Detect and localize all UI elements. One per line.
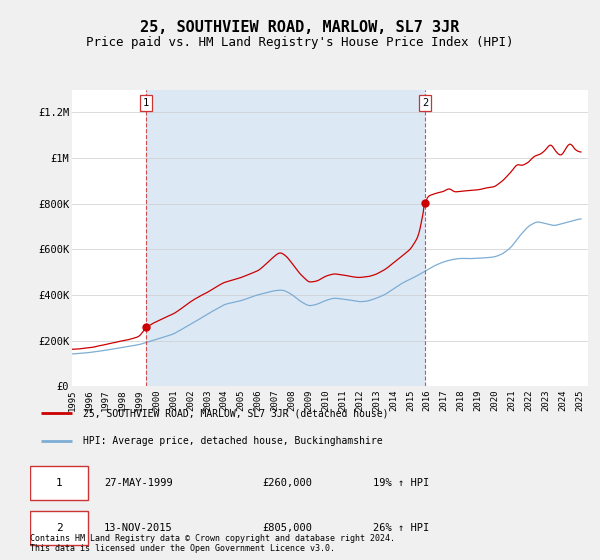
Text: HPI: Average price, detached house, Buckinghamshire: HPI: Average price, detached house, Buck… xyxy=(83,436,382,446)
Text: 2: 2 xyxy=(422,98,428,108)
Text: Contains HM Land Registry data © Crown copyright and database right 2024.
This d: Contains HM Land Registry data © Crown c… xyxy=(30,534,395,553)
FancyBboxPatch shape xyxy=(30,511,88,545)
Text: Price paid vs. HM Land Registry's House Price Index (HPI): Price paid vs. HM Land Registry's House … xyxy=(86,36,514,49)
Text: 2: 2 xyxy=(56,523,62,533)
Bar xyxy=(146,90,425,386)
Text: £805,000: £805,000 xyxy=(262,523,313,533)
Text: 13-NOV-2015: 13-NOV-2015 xyxy=(104,523,173,533)
Text: 19% ↑ HPI: 19% ↑ HPI xyxy=(373,478,430,488)
Text: £260,000: £260,000 xyxy=(262,478,313,488)
Text: 26% ↑ HPI: 26% ↑ HPI xyxy=(373,523,430,533)
FancyBboxPatch shape xyxy=(30,466,88,500)
Text: 1: 1 xyxy=(56,478,62,488)
Text: 25, SOUTHVIEW ROAD, MARLOW, SL7 3JR (detached house): 25, SOUTHVIEW ROAD, MARLOW, SL7 3JR (det… xyxy=(83,408,388,418)
Text: 27-MAY-1999: 27-MAY-1999 xyxy=(104,478,173,488)
Text: 25, SOUTHVIEW ROAD, MARLOW, SL7 3JR: 25, SOUTHVIEW ROAD, MARLOW, SL7 3JR xyxy=(140,20,460,35)
Text: 1: 1 xyxy=(143,98,149,108)
